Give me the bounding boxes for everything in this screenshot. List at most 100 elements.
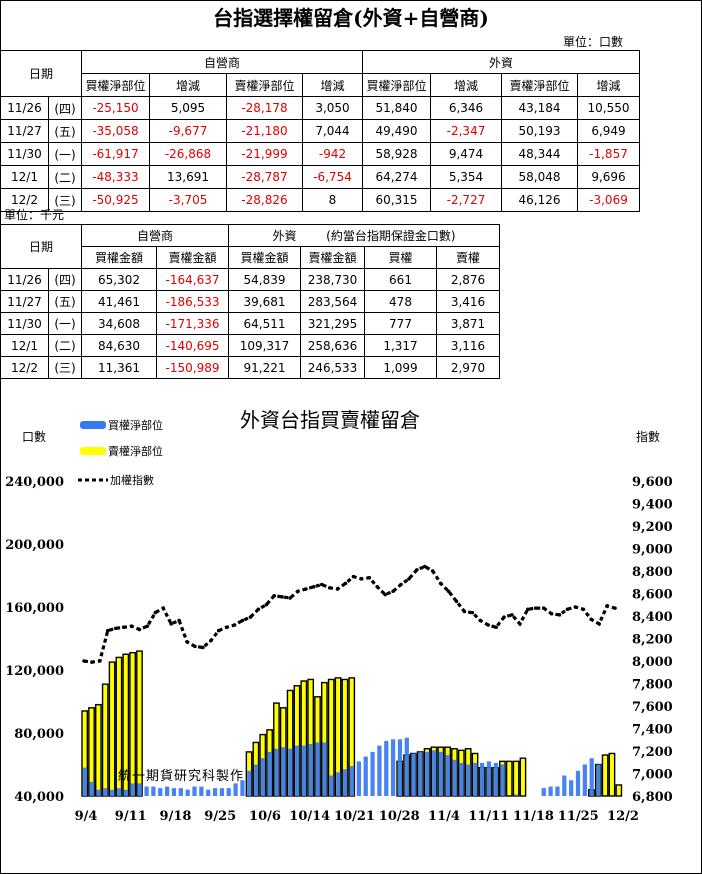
call-bar [480, 762, 485, 796]
table-cell: -9,677 [149, 119, 227, 143]
call-bar [473, 762, 478, 796]
right-tick-label: 9,600 [632, 475, 673, 490]
x-tick-label: 12/2 [607, 809, 639, 824]
call-bar [247, 770, 252, 796]
row-date: 11/27 [0, 119, 49, 143]
row-weekday: (五) [48, 119, 82, 143]
call-bar [308, 744, 314, 796]
index-point [264, 602, 269, 607]
call-bar [555, 786, 560, 796]
index-point [383, 592, 387, 597]
table-cell: 48,344 [501, 142, 578, 166]
table-cell: 51,840 [362, 96, 431, 120]
date-header: 日期 [0, 50, 82, 97]
table-cell: -942 [302, 142, 363, 166]
x-tick-label: 9/18 [160, 809, 192, 824]
index-point [288, 596, 292, 600]
call-bar [226, 788, 231, 796]
index-point [573, 605, 578, 609]
call-bar [254, 764, 259, 796]
table-cell: 34,608 [81, 312, 157, 335]
index-point [430, 569, 435, 573]
call-bar [349, 766, 355, 796]
index-point [232, 623, 237, 627]
call-bar [384, 740, 389, 796]
column-header: 賣權淨部位 [226, 73, 303, 97]
index-point [597, 622, 601, 626]
table-cell: 7,044 [302, 119, 363, 143]
right-tick-label: 7,200 [632, 745, 673, 760]
row-weekday: (三) [48, 188, 82, 212]
index-point [359, 577, 364, 581]
table-cell: -50,925 [81, 188, 150, 212]
call-bar [103, 788, 108, 796]
table-cell: 41,461 [81, 290, 157, 313]
left-tick-label: 120,000 [5, 664, 64, 679]
date-header-2: 日期 [0, 224, 82, 269]
call-bar [432, 750, 437, 796]
table-cell: 8 [302, 188, 363, 212]
table-row: 11/26 (四) 65,302 -164,637 54,839 238,730 661 2,… [0, 268, 500, 291]
table-cell: -48,333 [81, 165, 150, 189]
row-date: 12/2 [0, 356, 49, 379]
call-bar [418, 751, 423, 796]
table-cell: 5,354 [430, 165, 502, 189]
index-point [486, 623, 490, 627]
foreign-group-header-2: 外資 (約當台指期保證金口數) [228, 224, 500, 247]
call-bar [288, 748, 293, 796]
table-cell: 49,490 [362, 119, 431, 143]
table-cell: 109,317 [228, 334, 301, 357]
row-weekday: (四) [48, 96, 82, 120]
table-cell: -2,727 [430, 188, 502, 212]
call-bar [192, 786, 197, 796]
table-cell: 3,871 [436, 312, 500, 335]
table-cell: -1,857 [577, 142, 640, 166]
index-point [319, 582, 324, 587]
column-header: 買權金額 [81, 246, 157, 269]
table-cell: 84,630 [81, 334, 157, 357]
index-point [312, 584, 316, 589]
call-bar [390, 739, 396, 796]
index-point [177, 618, 181, 623]
index-point [581, 607, 586, 612]
index-point [145, 624, 150, 628]
column-header: 買權淨部位 [81, 73, 150, 97]
table-cell: 54,839 [228, 268, 301, 291]
unit-label-mid: 單位：千元 [4, 208, 65, 222]
table-cell: -2,347 [430, 119, 502, 143]
call-bar [493, 762, 498, 796]
right-tick-label: 8,000 [632, 655, 673, 670]
x-tick-label: 10/21 [334, 809, 375, 824]
table-cell: 65,302 [81, 268, 157, 291]
table-cell: 321,295 [300, 312, 365, 335]
call-bar [199, 786, 204, 796]
table-cell: -61,917 [81, 142, 150, 166]
call-bar [315, 742, 320, 796]
table-cell: 6,346 [430, 96, 502, 120]
index-point [280, 595, 284, 599]
index-point [462, 609, 467, 614]
table-row: 12/1 (二) -48,333 13,691 -28,787 -6,754 64,274 5… [0, 165, 640, 189]
index-point [240, 618, 245, 623]
table-row: 12/1 (二) 84,630 -140,695 109,317 258,636 1,317… [0, 334, 500, 357]
index-point [478, 618, 483, 623]
left-tick-label: 240,000 [5, 475, 64, 490]
call-bar [336, 772, 341, 796]
table-cell: 60,315 [362, 188, 431, 212]
index-point [343, 581, 348, 586]
index-point [98, 659, 102, 663]
legend-index-label: 加權指數 [110, 473, 154, 487]
table-cell: 9,696 [577, 165, 640, 189]
call-bar [343, 769, 348, 796]
call-bar [233, 783, 238, 796]
legend-put-label: 賣權淨部位 [108, 444, 163, 458]
table-cell: 58,048 [501, 165, 578, 189]
row-weekday: (五) [48, 290, 82, 313]
call-bar [185, 789, 190, 796]
row-date: 11/26 [0, 96, 49, 120]
index-point [137, 627, 142, 632]
index-point [209, 638, 213, 643]
table-cell: 258,636 [300, 334, 365, 357]
call-bar [589, 758, 594, 796]
index-point [161, 606, 166, 610]
